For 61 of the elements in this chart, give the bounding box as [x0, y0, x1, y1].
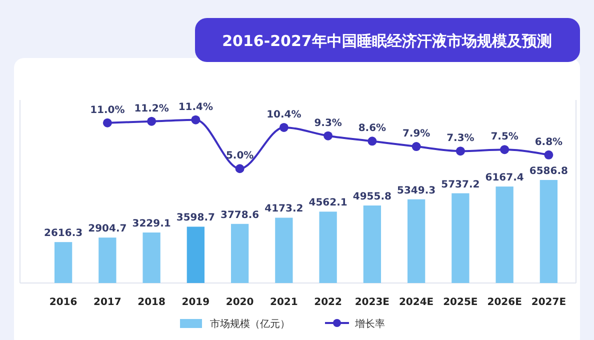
bar	[275, 218, 293, 283]
x-tick-label: 2026E	[487, 297, 522, 308]
legend-label: 市场规模（亿元）	[210, 318, 290, 330]
bar	[142, 232, 160, 283]
point	[324, 131, 333, 140]
data-label: 2904.7	[88, 224, 127, 235]
data-label: 5.0%	[226, 150, 254, 162]
x-tick-label: 2019	[182, 297, 210, 308]
data-label: 8.6%	[358, 123, 386, 134]
x-tick-label: 2024E	[398, 297, 434, 308]
data-label: 3598.7	[176, 212, 216, 224]
x-tick-label: 2021	[270, 297, 298, 308]
x-tick-label: 2025E	[443, 297, 478, 308]
point	[412, 142, 421, 152]
bar	[452, 193, 470, 283]
x-tick-label: 2017	[94, 297, 122, 308]
data-label: 10.4%	[266, 109, 302, 120]
data-label: 4562.1	[308, 198, 348, 209]
data-label: 3229.1	[132, 218, 171, 230]
bar	[98, 238, 116, 283]
bar	[496, 186, 514, 283]
data-label: 5737.2	[441, 179, 480, 190]
point	[102, 118, 112, 128]
x-tick-label: 2018	[138, 297, 166, 308]
data-label: 5349.3	[397, 185, 436, 196]
data-label: 6586.8	[529, 166, 568, 177]
bar	[319, 212, 337, 283]
bar	[186, 226, 205, 283]
data-label: 4173.2	[264, 204, 304, 215]
data-label: 3778.6	[220, 210, 260, 221]
data-label: 2616.3	[44, 228, 83, 240]
data-label: 6167.4	[485, 172, 524, 184]
data-label: 4955.8	[352, 191, 392, 202]
x-tick-label: 2023E	[354, 297, 390, 308]
point	[368, 136, 377, 146]
bar	[54, 242, 72, 283]
point	[500, 145, 510, 154]
x-tick-label: 2027E	[531, 297, 566, 308]
bar	[407, 199, 426, 283]
data-label: 7.5%	[490, 132, 518, 143]
data-label: 11.2%	[134, 103, 169, 114]
point	[279, 122, 288, 132]
bar	[363, 205, 382, 283]
bar	[540, 180, 558, 283]
data-label: 7.9%	[402, 128, 430, 140]
data-label: 7.3%	[446, 133, 474, 144]
x-tick-label: 2016	[49, 297, 78, 308]
point	[544, 150, 554, 160]
x-tick-label: 2022	[314, 297, 342, 308]
point	[456, 146, 465, 156]
point	[191, 115, 200, 124]
bar	[230, 224, 249, 283]
x-tick-label: 2020	[226, 297, 254, 308]
data-label: 9.3%	[314, 118, 342, 129]
data-label: 11.4%	[178, 102, 214, 113]
point	[235, 164, 244, 174]
legend-label: 增长率	[354, 318, 385, 330]
chart-title: 2016-2027年中国睡眠经济汗液市场规模及预测	[222, 32, 552, 50]
data-label: 11.0%	[90, 104, 125, 116]
data-label: 6.8%	[534, 136, 563, 148]
point	[147, 116, 156, 126]
